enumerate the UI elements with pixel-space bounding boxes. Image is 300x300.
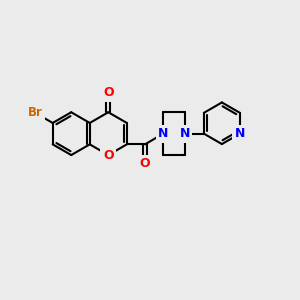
Text: N: N (179, 127, 190, 140)
Text: O: O (140, 157, 150, 170)
Text: O: O (103, 148, 114, 162)
Text: Br: Br (28, 106, 43, 119)
Text: N: N (235, 127, 245, 140)
Text: N: N (158, 127, 168, 140)
Text: O: O (103, 86, 114, 100)
